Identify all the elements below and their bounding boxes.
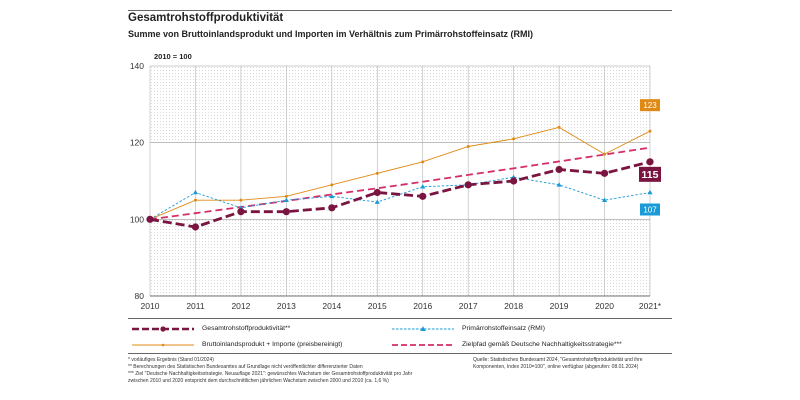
index-base-note: 2010 = 100 [154, 52, 192, 61]
end-label-box-rmi [640, 203, 660, 216]
x-tick-label: 2016 [413, 301, 432, 311]
legend-label-ziel: Zielpfad gemäß Deutsche Nachhaltigkeitss… [462, 341, 622, 348]
y-tick-label: 80 [135, 291, 145, 301]
series-line-rmi [149, 176, 651, 220]
point-bip [284, 194, 288, 198]
point-grp [328, 204, 336, 212]
point-grp [419, 192, 427, 200]
x-tick-label: 2019 [550, 301, 569, 311]
end-label-rmi: 107 [643, 205, 657, 214]
top-rule [128, 10, 672, 11]
x-tick-label: 2011 [186, 301, 205, 311]
legend-bottom-rule [128, 353, 672, 354]
point-grp [146, 215, 154, 223]
point-rmi [283, 197, 289, 202]
point-grp [282, 208, 290, 216]
x-tick-label: 2012 [231, 301, 250, 311]
point-grp [191, 223, 200, 231]
series-line-grp [149, 160, 651, 229]
point-grp [646, 158, 654, 166]
end-label-box-grp [639, 166, 661, 182]
point-grp [237, 208, 245, 216]
footnote-target: *** Ziel "Deutsche Nachhaltigkeitsstrate… [128, 371, 413, 384]
y-tick-label: 120 [130, 138, 144, 148]
series-line-bip [149, 126, 651, 220]
end-label-grp: 115 [642, 169, 659, 181]
legend-swatch-rmi [392, 326, 454, 331]
point-grp [555, 165, 563, 174]
x-tick-label: 2017 [459, 301, 478, 311]
point-rmi [601, 197, 608, 202]
chart-title: Gesamtrohstoffproduktivität [128, 12, 284, 24]
plot-band-middle [150, 142, 650, 219]
footnote-calculation: ** Berechnungen des Statistischen Bundes… [128, 364, 363, 370]
point-rmi [374, 199, 380, 204]
point-grp [464, 181, 472, 189]
chart-subtitle: Summe von Bruttoinlandsprodukt und Impor… [128, 29, 534, 39]
footnote-preliminary: * vorläufiges Ergebnis (Stand 01/2024) [128, 357, 214, 363]
point-bip [193, 198, 197, 202]
end-label-bip: 123 [643, 101, 657, 110]
x-tick-label: 2010 [141, 301, 160, 311]
legend-swatch-ziel [392, 344, 454, 346]
point-bip [603, 152, 607, 156]
point-grp [510, 177, 518, 185]
point-rmi [647, 189, 653, 195]
point-bip [239, 198, 243, 202]
legend-swatch-bip [132, 343, 194, 347]
point-bip [330, 183, 334, 187]
end-label-box-bip [640, 99, 660, 112]
point-grp [373, 188, 381, 197]
plot-band-lower [150, 219, 650, 296]
point-bip [375, 171, 379, 175]
x-tick-label: 2021* [639, 301, 662, 311]
point-bip [512, 137, 516, 141]
point-rmi [420, 184, 426, 189]
legend-label-bip: Bruttoinlandsprodukt + Importe (preisber… [202, 341, 343, 348]
x-tick-label: 2014 [322, 301, 341, 311]
footnotes: * vorläufiges Ergebnis (Stand 01/2024) *… [128, 357, 428, 385]
source-note: Quelle: Statistisches Bundesamt 2024, "G… [473, 357, 643, 370]
x-tick-label: 2020 [595, 301, 614, 311]
point-rmi [556, 182, 562, 187]
y-tick-label: 140 [130, 61, 144, 71]
legend-label-rmi: Primärrohstoffeinsatz (RMI) [462, 325, 545, 332]
x-tick-label: 2018 [504, 301, 523, 311]
legend-label-grp: Gesamtrohstoffproduktivität** [202, 325, 291, 332]
point-bip [466, 145, 470, 148]
point-bip [421, 160, 425, 164]
x-tick-label: 2015 [368, 301, 387, 311]
point-bip [648, 129, 652, 133]
legend-swatch-grp [132, 326, 194, 332]
series-line-ziel [149, 146, 651, 221]
plot-band-upper [150, 66, 650, 142]
x-tick-label: 2013 [277, 301, 296, 311]
legend-top-rule [128, 318, 672, 319]
point-rmi [329, 193, 335, 199]
point-bip [557, 125, 561, 129]
y-tick-label: 100 [130, 214, 144, 224]
point-grp [600, 169, 609, 177]
point-rmi [192, 189, 199, 195]
